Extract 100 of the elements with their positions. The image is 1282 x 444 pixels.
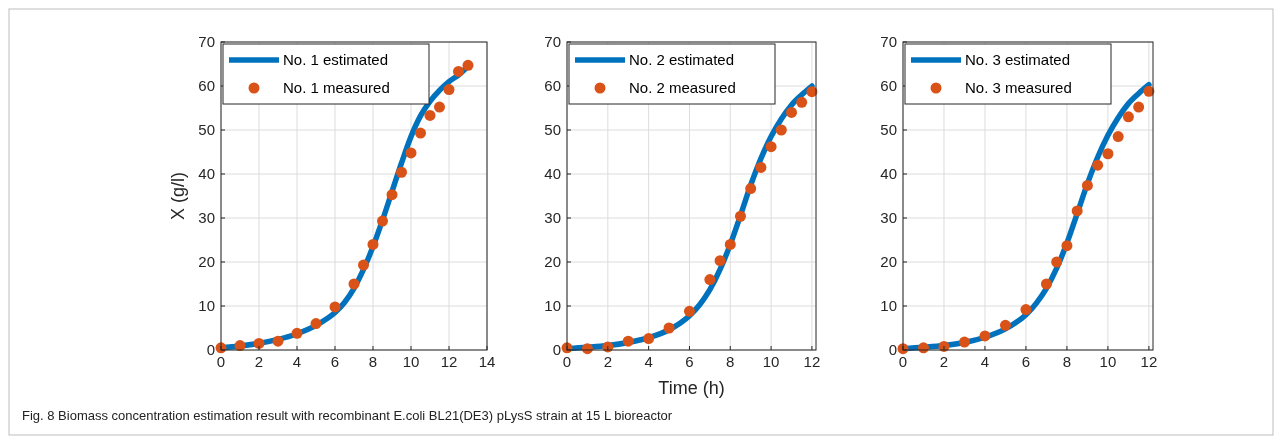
y-tick-label: 0	[552, 341, 561, 358]
point	[1061, 240, 1073, 252]
x-tick-label: 8	[1062, 353, 1072, 370]
x-tick-label: 4	[292, 353, 302, 370]
y-axis-title: X (g/l)	[168, 171, 188, 221]
y-tick-label: 60	[880, 77, 897, 94]
point	[958, 336, 970, 348]
x-tick-label: 12	[803, 353, 821, 370]
x-tick-label: 6	[685, 353, 694, 370]
y-tick-label: 70	[198, 33, 215, 50]
y-tick-label: 60	[544, 77, 561, 94]
y-tick-label: 70	[544, 33, 561, 50]
point	[999, 319, 1011, 331]
point	[1102, 148, 1114, 160]
point	[765, 141, 777, 153]
point	[310, 318, 322, 330]
y-tick-label: 30	[880, 209, 897, 226]
point	[714, 255, 726, 267]
point	[348, 278, 360, 290]
legend-label: No. 3 estimated	[965, 51, 1071, 68]
x-tick-label: 12	[440, 353, 458, 370]
y-tick-label: 0	[206, 341, 215, 358]
point	[424, 109, 436, 121]
point	[704, 274, 716, 286]
y-tick-label: 70	[880, 33, 897, 50]
x-tick-label: 2	[939, 353, 949, 370]
point	[786, 106, 798, 118]
y-tick-label: 0	[888, 341, 897, 358]
y-tick-label: 10	[544, 297, 561, 314]
x-tick-label: 10	[1099, 353, 1117, 370]
legend-label: No. 1 estimated	[283, 51, 389, 68]
point	[1133, 101, 1145, 113]
point	[734, 210, 746, 222]
point	[979, 330, 991, 342]
point	[1122, 111, 1134, 123]
point	[796, 96, 808, 108]
x-tick-label: 12	[1140, 353, 1158, 370]
point	[1071, 205, 1083, 217]
point	[1081, 179, 1093, 191]
y-tick-label: 10	[198, 297, 215, 314]
x-tick-label: 14	[478, 353, 496, 370]
y-tick-label: 40	[198, 165, 215, 182]
y-tick-label: 30	[198, 209, 215, 226]
y-tick-label: 20	[198, 253, 215, 270]
x-tick-label: 10	[402, 353, 420, 370]
point	[1112, 131, 1124, 143]
point	[329, 301, 341, 313]
x-tick-label: 0	[898, 353, 908, 370]
legend-label: No. 3 measured	[965, 79, 1072, 96]
y-tick-label: 20	[880, 253, 897, 270]
point	[358, 259, 369, 271]
point	[272, 335, 284, 347]
point	[253, 337, 265, 349]
point	[367, 238, 379, 250]
x-tick-label: 0	[562, 353, 572, 370]
point	[755, 161, 767, 173]
x-tick-label: 2	[603, 353, 612, 370]
point	[386, 189, 398, 201]
y-tick-label: 50	[880, 121, 897, 138]
x-tick-label: 4	[980, 353, 990, 370]
y-tick-label: 30	[544, 209, 561, 226]
point	[643, 333, 655, 345]
point	[663, 322, 675, 334]
y-tick-label: 10	[880, 297, 897, 314]
y-tick-label: 50	[544, 121, 561, 138]
y-tick-label: 40	[544, 165, 561, 182]
point	[1092, 159, 1104, 171]
point	[1020, 304, 1032, 316]
point	[775, 124, 787, 136]
y-tick-label: 50	[198, 121, 215, 138]
point	[415, 127, 426, 139]
point	[462, 59, 474, 71]
point	[443, 84, 455, 96]
x-tick-label: 10	[762, 353, 780, 370]
legend-label: No. 1 measured	[283, 79, 390, 96]
x-tick-label: 8	[368, 353, 378, 370]
y-tick-label: 60	[198, 77, 215, 94]
point	[724, 238, 736, 250]
y-tick-label: 20	[544, 253, 561, 270]
point	[622, 335, 634, 347]
x-tick-label: 4	[644, 353, 653, 370]
point	[453, 65, 464, 77]
legend-label: No. 2 measured	[629, 79, 736, 96]
point	[434, 101, 445, 113]
x-tick-label: 0	[216, 353, 226, 370]
x-tick-label: 2	[254, 353, 264, 370]
x-tick-label: 6	[1021, 353, 1031, 370]
point	[1051, 256, 1063, 268]
x-axis-title: Time (h)	[658, 378, 725, 398]
legend-label: No. 2 estimated	[629, 51, 735, 68]
x-tick-label: 8	[726, 353, 735, 370]
point	[1040, 278, 1052, 290]
point	[291, 327, 303, 339]
x-tick-label: 6	[330, 353, 340, 370]
point	[377, 215, 388, 227]
point	[683, 305, 695, 317]
point	[396, 166, 407, 178]
point	[405, 147, 417, 159]
y-tick-label: 40	[880, 165, 897, 182]
caption: Fig. 8 Biomass concentration estimation result with recombinant E.coli BL21(DE3) pLysS strain at 15 L bioreactor	[22, 408, 673, 423]
